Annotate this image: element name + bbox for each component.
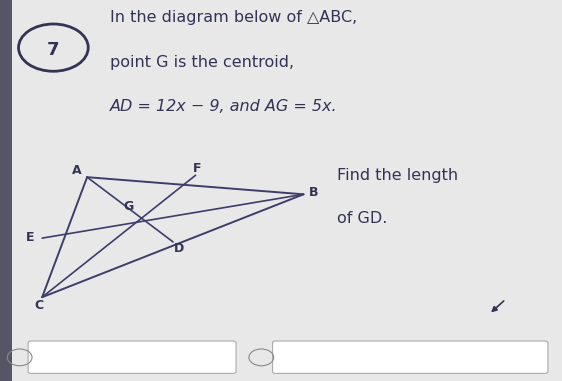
Text: point G is the centroid,: point G is the centroid,: [110, 55, 294, 70]
FancyBboxPatch shape: [28, 341, 236, 373]
Text: 7: 7: [47, 41, 60, 59]
Text: A: A: [72, 164, 82, 177]
Text: F: F: [192, 162, 201, 175]
Text: Find the length: Find the length: [337, 168, 459, 182]
Bar: [0, 0, 12, 381]
Text: B: B: [309, 186, 318, 199]
Text: In the diagram below of △ABC,: In the diagram below of △ABC,: [110, 10, 357, 24]
Text: E: E: [25, 231, 34, 244]
Text: AD = 12x − 9, and AG = 5x.: AD = 12x − 9, and AG = 5x.: [110, 99, 337, 114]
FancyBboxPatch shape: [273, 341, 548, 373]
Text: of GD.: of GD.: [337, 211, 388, 226]
Text: G: G: [123, 200, 133, 213]
Text: D: D: [174, 242, 184, 255]
Text: C: C: [35, 299, 44, 312]
